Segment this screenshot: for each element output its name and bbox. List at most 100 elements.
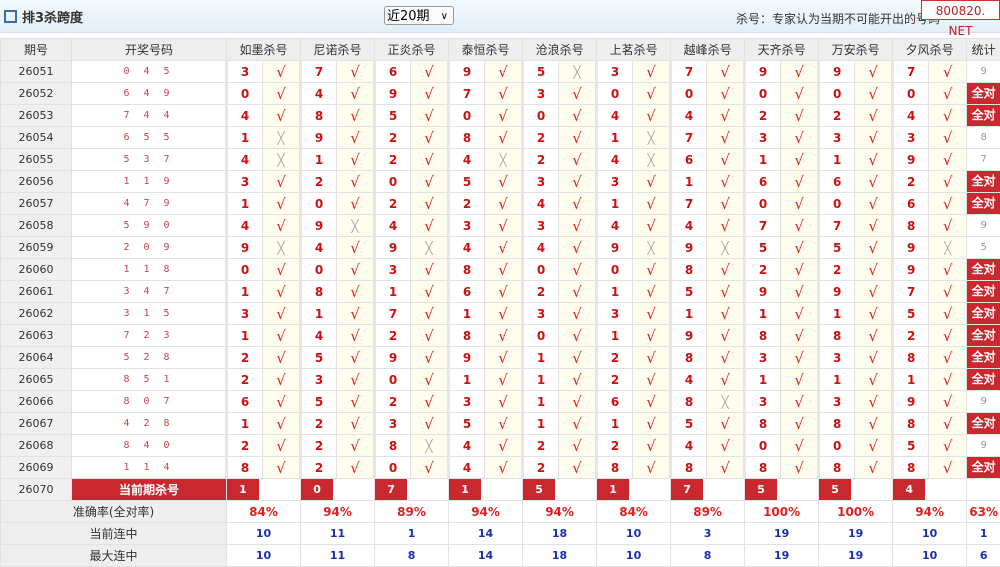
- kill-number: 1: [669, 170, 708, 193]
- kill-number: 2: [521, 148, 560, 171]
- checkmark-icon: √: [484, 302, 524, 325]
- period-cell: 26060: [0, 258, 72, 281]
- kill-number: 3: [447, 390, 486, 413]
- header-expert: 夕风杀号: [892, 38, 968, 61]
- period-cell: 26066: [0, 390, 72, 413]
- kill-number: 0: [521, 104, 560, 127]
- kill-number: 3: [521, 302, 560, 325]
- kill-number: 8: [891, 412, 930, 435]
- cross-icon: ╳: [484, 148, 524, 171]
- table-row: 26052 6 4 9 0 √ 4 √ 9 √ 7 √ 3 √ 0 √ 0 √ 0 √ 0 √ 0 √ 全对: [0, 82, 1000, 105]
- kill-number: 9: [373, 236, 412, 259]
- stat-cell: 全对: [966, 324, 1000, 347]
- chevron-down-icon: ∨: [440, 11, 448, 22]
- current-streak-row-value: 1: [374, 522, 450, 545]
- kill-number: 9: [299, 126, 338, 149]
- checkmark-icon: √: [854, 236, 894, 259]
- kill-note: 杀号：专家认为当期不可能开出的号码: [736, 12, 941, 26]
- current-kill-cell: 1: [596, 478, 672, 501]
- accuracy-row-value: 100%: [818, 500, 894, 523]
- kill-number: 0: [373, 368, 412, 391]
- kill-number: 8: [743, 324, 782, 347]
- current-kill-number: 7: [375, 479, 408, 500]
- checkmark-icon: √: [854, 170, 894, 193]
- kill-number: 0: [373, 170, 412, 193]
- kill-number: 3: [521, 214, 560, 237]
- checkmark-icon: √: [410, 214, 450, 237]
- kill-number: 4: [595, 214, 634, 237]
- kill-number: 8: [299, 280, 338, 303]
- checkmark-icon: √: [261, 434, 302, 457]
- table-row: 26067 4 2 8 1 √ 2 √ 3 √ 5 √ 1 √ 1 √ 5 √ 8 √ 8 √ 8 √ 全对: [0, 412, 1000, 435]
- current-kill-cell: 4: [892, 478, 968, 501]
- kill-number: 8: [447, 258, 486, 281]
- checkmark-icon: √: [410, 324, 450, 347]
- period-cell: 26064: [0, 346, 72, 369]
- current-kill-label: 当前期杀号: [71, 478, 227, 501]
- kill-number: 9: [373, 82, 412, 105]
- checkmark-icon: √: [484, 126, 524, 149]
- kill-number: 4: [669, 434, 708, 457]
- checkmark-icon: √: [706, 346, 746, 369]
- checkmark-icon: √: [261, 346, 302, 369]
- checkmark-icon: √: [706, 126, 746, 149]
- kill-number: 7: [891, 60, 930, 83]
- accuracy-row-value: 94%: [522, 500, 598, 523]
- checkmark-icon: √: [928, 148, 968, 171]
- checkmark-icon: √: [706, 148, 746, 171]
- draw-numbers: 1 1 8: [71, 258, 227, 281]
- current-streak-row-value: 18: [522, 522, 598, 545]
- checkmark-icon: √: [854, 126, 894, 149]
- checkmark-icon: √: [928, 280, 968, 303]
- checkmark-icon: √: [261, 170, 302, 193]
- checkmark-icon: √: [928, 104, 968, 127]
- max-streak-row-value: 8: [374, 544, 450, 567]
- kill-number: 9: [299, 214, 338, 237]
- kill-number: 2: [299, 456, 338, 479]
- kill-number: 6: [891, 192, 930, 215]
- draw-numbers: 6 5 5: [71, 126, 227, 149]
- range-select[interactable]: 近20期 ∨: [384, 6, 454, 25]
- table-row: 26053 7 4 4 4 √ 8 √ 5 √ 0 √ 0 √ 4 √ 4 √ 2 √ 2 √ 4 √ 全对: [0, 104, 1000, 127]
- checkmark-icon: √: [410, 456, 450, 479]
- kill-number: 4: [595, 148, 634, 171]
- checkmark-icon: √: [336, 82, 376, 105]
- header-numbers: 开奖号码: [71, 38, 227, 61]
- kill-number: 1: [595, 280, 634, 303]
- accuracy-row-value: 84%: [225, 500, 302, 523]
- current-kill-cell: 7: [374, 478, 450, 501]
- accuracy-row-stat: 63%: [966, 500, 1000, 523]
- kill-number: 4: [891, 104, 930, 127]
- kill-number: 4: [669, 104, 708, 127]
- kill-number: 2: [373, 390, 412, 413]
- kill-number: 4: [447, 236, 486, 259]
- max-streak-row-value: 18: [522, 544, 598, 567]
- accuracy-row-value: 94%: [892, 500, 968, 523]
- draw-numbers: 3 1 5: [71, 302, 227, 325]
- checkmark-icon: √: [410, 258, 450, 281]
- kill-number: 4: [669, 214, 708, 237]
- checkmark-icon: √: [558, 412, 598, 435]
- header-expert: 万安杀号: [818, 38, 894, 61]
- header-expert: 上茗杀号: [596, 38, 672, 61]
- current-period-row: 26070 当前期杀号 1 0 7 1 5 1 7 5 5 4: [0, 478, 1000, 501]
- kill-number: 5: [299, 390, 338, 413]
- checkmark-icon: √: [854, 390, 894, 413]
- checkmark-icon: √: [928, 60, 968, 83]
- checkmark-icon: √: [410, 148, 450, 171]
- checkmark-icon: √: [706, 214, 746, 237]
- kill-number: 2: [373, 148, 412, 171]
- draw-numbers: 8 0 7: [71, 390, 227, 413]
- stat-cell: 8: [966, 126, 1000, 149]
- current-kill-cell: 5: [522, 478, 598, 501]
- checkmark-icon: √: [854, 214, 894, 237]
- checkmark-icon: √: [780, 412, 820, 435]
- kill-number: 3: [225, 60, 263, 83]
- kill-number: 3: [595, 60, 634, 83]
- page-title-text: 排3杀跨度: [22, 11, 84, 26]
- kill-number: 8: [669, 346, 708, 369]
- checkmark-icon: √: [854, 368, 894, 391]
- max-streak-row-value: 14: [448, 544, 524, 567]
- checkmark-icon: √: [928, 346, 968, 369]
- empty-cell: [966, 478, 1000, 501]
